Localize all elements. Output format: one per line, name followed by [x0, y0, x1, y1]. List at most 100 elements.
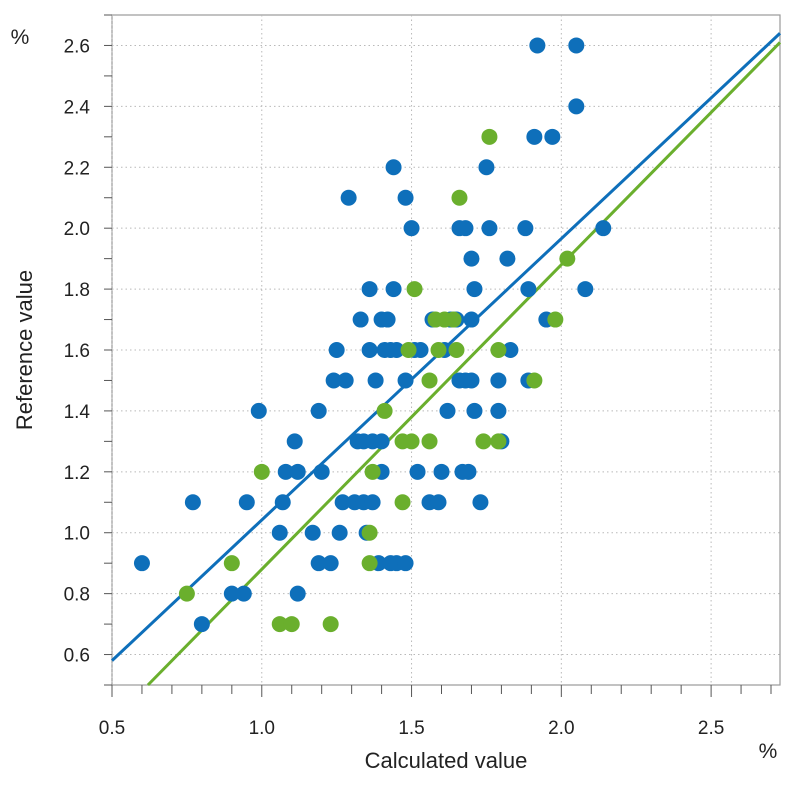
data-point-series-2 — [445, 311, 462, 328]
data-point-series-1 — [463, 372, 480, 389]
data-point-series-2 — [223, 555, 240, 572]
data-point-series-1 — [568, 98, 585, 115]
data-point-series-1 — [310, 555, 327, 572]
data-point-series-1 — [433, 463, 450, 480]
data-point-series-1 — [361, 342, 378, 358]
data-point-series-1 — [430, 494, 447, 511]
data-points — [133, 37, 612, 633]
data-point-series-2 — [475, 433, 492, 450]
data-point-series-1 — [331, 524, 348, 541]
data-point-series-1 — [457, 220, 474, 237]
x-tick-label: 1.0 — [249, 718, 275, 739]
x-tick-label: 2.0 — [548, 718, 574, 739]
data-point-series-2 — [178, 585, 195, 602]
data-point-series-1 — [364, 494, 381, 511]
y-tick-label: 1.0 — [64, 524, 90, 545]
data-point-series-2 — [394, 494, 411, 511]
data-point-series-1 — [499, 250, 516, 267]
y-tick-label: 2.0 — [64, 219, 90, 240]
data-point-series-1 — [490, 372, 507, 389]
data-point-series-1 — [277, 463, 294, 480]
data-point-series-1 — [397, 189, 414, 206]
data-point-series-1 — [568, 37, 585, 54]
data-point-series-2 — [481, 128, 498, 145]
data-point-series-2 — [403, 433, 420, 450]
data-point-series-2 — [547, 311, 564, 328]
data-point-series-1 — [529, 37, 546, 54]
data-point-series-2 — [361, 555, 378, 572]
data-point-series-1 — [133, 555, 150, 572]
data-point-series-1 — [361, 281, 378, 298]
data-point-series-1 — [463, 311, 480, 328]
y-unit-label: % — [11, 26, 30, 49]
data-point-series-2 — [430, 342, 447, 358]
data-point-series-1 — [373, 433, 390, 450]
x-tick-label: 2.5 — [698, 718, 724, 739]
data-point-series-1 — [313, 463, 330, 480]
data-point-series-1 — [289, 463, 306, 480]
data-point-series-1 — [367, 372, 384, 389]
x-tick-label: 1.5 — [398, 718, 424, 739]
data-point-series-1 — [502, 342, 519, 358]
data-point-series-1 — [334, 494, 351, 511]
data-point-series-1 — [193, 616, 210, 633]
data-point-series-1 — [328, 342, 345, 358]
tick-labels: 0.5 1.0 1.5 2.0 2.5 0.6 0.8 1.0 1.2 1.4 1.6 1.8 2.0 2… — [64, 36, 725, 739]
y-tick-label: 2.2 — [64, 158, 90, 179]
data-point-series-1 — [385, 281, 402, 298]
data-point-series-1 — [352, 311, 369, 328]
data-point-series-1 — [397, 372, 414, 389]
x-tick-label: 0.5 — [99, 718, 125, 739]
data-point-series-1 — [337, 372, 354, 389]
y-tick-label: 0.8 — [64, 585, 90, 606]
data-point-series-1 — [544, 128, 561, 145]
data-point-series-2 — [361, 524, 378, 541]
data-point-series-1 — [526, 128, 543, 145]
data-point-series-2 — [526, 372, 543, 389]
data-point-series-1 — [439, 402, 456, 419]
data-point-series-1 — [304, 524, 321, 541]
y-tick-label: 0.6 — [64, 646, 90, 667]
data-point-series-2 — [271, 616, 288, 633]
data-point-series-1 — [385, 159, 402, 176]
data-point-series-1 — [388, 342, 405, 358]
data-point-series-1 — [322, 555, 339, 572]
data-point-series-1 — [238, 494, 255, 511]
data-point-series-2 — [364, 463, 381, 480]
data-point-series-1 — [250, 402, 267, 419]
data-point-series-2 — [400, 342, 417, 358]
data-point-series-1 — [460, 463, 477, 480]
data-point-series-1 — [409, 463, 426, 480]
data-point-series-1 — [340, 189, 357, 206]
data-point-series-2 — [451, 189, 468, 206]
data-point-series-1 — [466, 281, 483, 298]
data-point-series-1 — [379, 311, 396, 328]
data-point-series-1 — [577, 281, 594, 298]
data-point-series-1 — [472, 494, 489, 511]
data-point-series-1 — [286, 433, 303, 450]
fit-line-2 — [146, 41, 782, 687]
data-point-series-1 — [235, 585, 252, 602]
data-point-series-1 — [397, 555, 414, 572]
data-point-series-1 — [517, 220, 534, 237]
y-tick-label: 1.6 — [64, 341, 90, 362]
data-point-series-1 — [274, 494, 291, 511]
axes — [104, 14, 772, 697]
grid — [111, 15, 780, 685]
data-point-series-1 — [412, 342, 429, 358]
data-point-series-2 — [490, 342, 507, 358]
data-point-series-1 — [325, 372, 342, 389]
data-point-series-1 — [403, 220, 420, 237]
y-axis-title: Reference value — [12, 270, 37, 430]
data-point-series-2 — [376, 402, 393, 419]
data-point-series-1 — [310, 402, 327, 419]
data-point-series-2 — [421, 372, 438, 389]
data-point-series-1 — [466, 402, 483, 419]
data-point-series-2 — [448, 342, 465, 358]
data-point-series-1 — [520, 281, 537, 298]
data-point-series-2 — [283, 616, 300, 633]
data-point-series-1 — [595, 220, 612, 237]
y-tick-label: 1.2 — [64, 463, 90, 484]
y-tick-label: 2.4 — [64, 97, 91, 118]
